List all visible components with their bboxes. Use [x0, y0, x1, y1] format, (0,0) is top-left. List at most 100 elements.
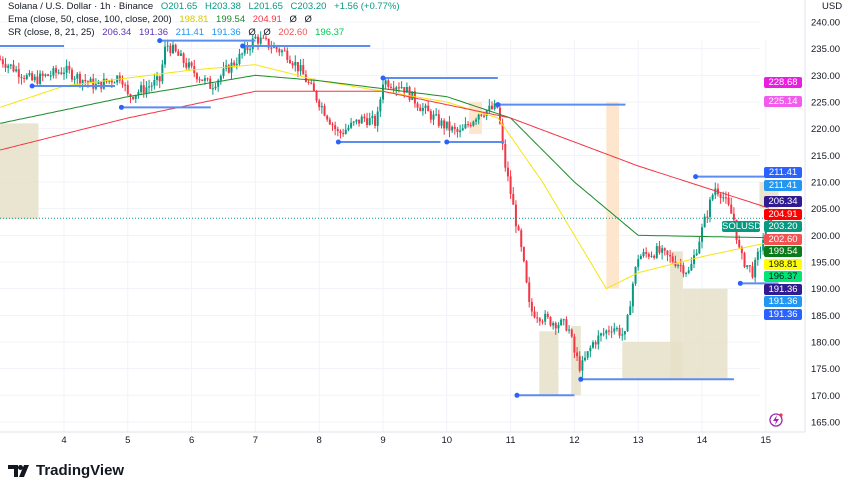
candle-body — [408, 87, 411, 100]
sr-empty-1: Ø — [248, 27, 256, 38]
lightning-icon[interactable] — [769, 413, 783, 427]
candle-body — [440, 120, 443, 126]
candle-body — [613, 328, 616, 332]
candle-body — [427, 105, 430, 112]
candle-body — [358, 119, 361, 124]
price-tag: 211.41 — [764, 179, 802, 191]
candle-body — [453, 126, 456, 129]
candle-body — [722, 197, 725, 199]
candle-body — [594, 342, 597, 345]
y-tick-label: 235.00 — [811, 44, 840, 55]
x-tick-label: 5 — [125, 435, 130, 446]
sr-level-dot — [737, 280, 743, 286]
candle-body — [536, 317, 539, 319]
candle-body — [413, 91, 416, 104]
candle-body — [182, 53, 185, 63]
high-value: H203.38 — [204, 1, 241, 12]
candle-body — [355, 119, 358, 122]
candle-body — [703, 216, 706, 228]
y-tick-label: 195.00 — [811, 257, 840, 268]
x-tick-label: 7 — [253, 435, 258, 446]
candle-body — [738, 239, 741, 248]
candle-body — [514, 204, 517, 227]
candle-body — [711, 194, 714, 200]
y-tick-label: 180.00 — [811, 337, 840, 348]
candle-body — [28, 73, 31, 76]
candle-body — [387, 80, 390, 87]
candle-body — [310, 82, 313, 84]
candle-body — [145, 87, 148, 94]
candle-body — [243, 45, 246, 54]
candle-body — [421, 107, 424, 111]
candle-body — [171, 44, 174, 54]
candle-body — [568, 329, 571, 331]
x-tick-label: 11 — [506, 435, 516, 446]
candle-body — [599, 333, 602, 336]
price-tag: 202.60 — [764, 233, 802, 245]
candle-body — [698, 241, 701, 254]
candle-body — [525, 261, 528, 283]
candle-body — [506, 167, 509, 177]
sr-zone — [670, 251, 683, 380]
candle-body — [379, 99, 382, 112]
candle-body — [161, 64, 164, 82]
candle-body — [190, 62, 193, 67]
candle-body — [20, 77, 23, 79]
candle-body — [554, 323, 557, 329]
candle-body — [475, 119, 478, 122]
x-tick-label: 15 — [761, 435, 772, 446]
candle-body — [113, 82, 116, 84]
sr-legend[interactable]: SR (close, 8, 21, 25) 206.34 191.36 211.… — [8, 27, 349, 38]
candle-body — [634, 266, 637, 284]
candle-body — [639, 256, 642, 260]
sr-zone — [682, 288, 728, 380]
candle-body — [198, 79, 201, 81]
y-tick-label: 185.00 — [811, 311, 840, 322]
ema-legend[interactable]: Ema (close, 50, close, 100, close, 200) … — [8, 14, 317, 25]
candle-body — [126, 84, 129, 95]
candle-body — [339, 131, 342, 134]
candle-body — [464, 124, 467, 129]
candle-body — [740, 247, 743, 254]
candle-body — [342, 133, 345, 135]
candle-body — [650, 255, 653, 257]
candle-body — [708, 199, 711, 217]
candle-body — [124, 84, 127, 86]
sr-value-2: 191.36 — [138, 27, 169, 38]
candle-body — [618, 328, 621, 336]
candle-body — [467, 124, 470, 126]
candle-body — [100, 81, 103, 89]
candle-body — [52, 68, 55, 76]
candle-body — [241, 53, 244, 55]
candle-body — [238, 53, 241, 64]
candle-body — [389, 86, 392, 88]
price-tag: 203.20 — [764, 221, 802, 232]
candle-body — [437, 114, 440, 126]
tradingview-logo[interactable]: TradingView — [8, 462, 124, 479]
candle-body — [219, 75, 222, 81]
candle-body — [179, 53, 182, 56]
candle-body — [483, 115, 486, 117]
candle-body — [36, 76, 39, 84]
candle-body — [17, 69, 20, 78]
candle-body — [701, 227, 703, 242]
candle-body — [288, 59, 291, 64]
candle-body — [206, 78, 209, 80]
price-tag: 206.34 — [764, 196, 802, 207]
price-tag: 191.36 — [764, 283, 802, 295]
candle-body — [732, 213, 735, 220]
candle-body — [9, 64, 12, 66]
candle-body — [323, 106, 326, 116]
candle-body — [661, 248, 664, 253]
candle-body — [92, 78, 95, 89]
ema50-value: 198.81 — [179, 14, 209, 25]
y-tick-label: 175.00 — [811, 364, 840, 375]
candle-body — [363, 116, 366, 119]
candle-body — [129, 94, 132, 97]
y-tick-label: 215.00 — [811, 151, 840, 162]
candle-body — [320, 106, 323, 108]
candle-body — [259, 37, 262, 44]
candle-body — [730, 204, 733, 214]
candle-body — [235, 63, 238, 66]
